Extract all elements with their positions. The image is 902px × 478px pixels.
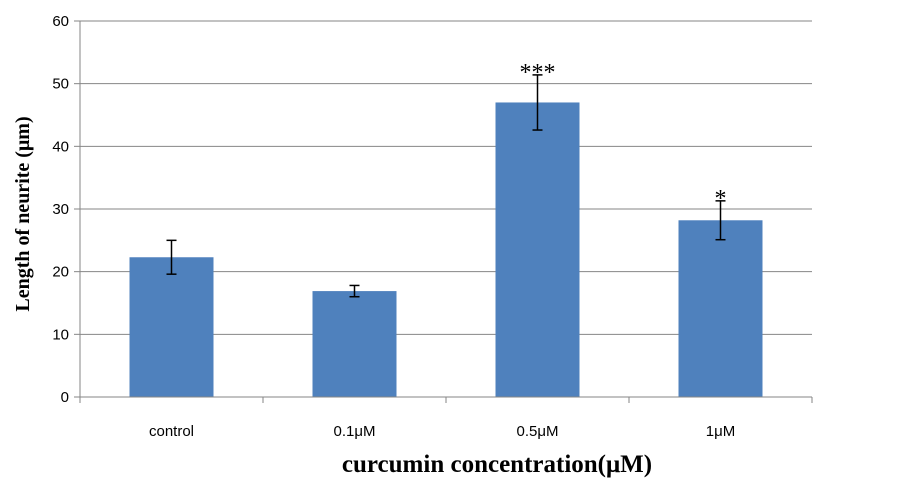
axes <box>74 20 813 403</box>
bar <box>495 102 580 397</box>
bar <box>129 257 214 397</box>
x-axis-title: curcumin concentration(μM) <box>342 451 652 478</box>
x-tick-label: 0.1μM <box>334 423 376 440</box>
x-tick-label: 1μM <box>706 423 735 440</box>
significance-labels: **** <box>520 60 727 212</box>
x-tick-label: 0.5μM <box>517 423 559 440</box>
bar <box>678 220 763 397</box>
y-tick-label: 20 <box>52 264 69 281</box>
y-tick-label: 10 <box>52 326 69 343</box>
x-tick-label: control <box>149 423 194 440</box>
y-tick-labels: 0 10 20 30 40 50 60 <box>52 13 69 406</box>
bars <box>129 102 763 397</box>
significance-label: * <box>715 186 727 212</box>
y-tick-label: 40 <box>52 138 69 155</box>
y-tick-label: 60 <box>52 13 69 30</box>
error-bars <box>166 74 726 298</box>
x-tick-labels: control 0.1μM 0.5μM 1μM <box>149 423 735 440</box>
y-axis-title: Length of neurite (μm) <box>12 116 34 311</box>
y-tick-label: 0 <box>61 389 69 406</box>
y-tick-label: 50 <box>52 76 69 93</box>
bar <box>312 291 397 397</box>
y-tick-label: 30 <box>52 201 69 218</box>
significance-label: *** <box>520 60 556 86</box>
